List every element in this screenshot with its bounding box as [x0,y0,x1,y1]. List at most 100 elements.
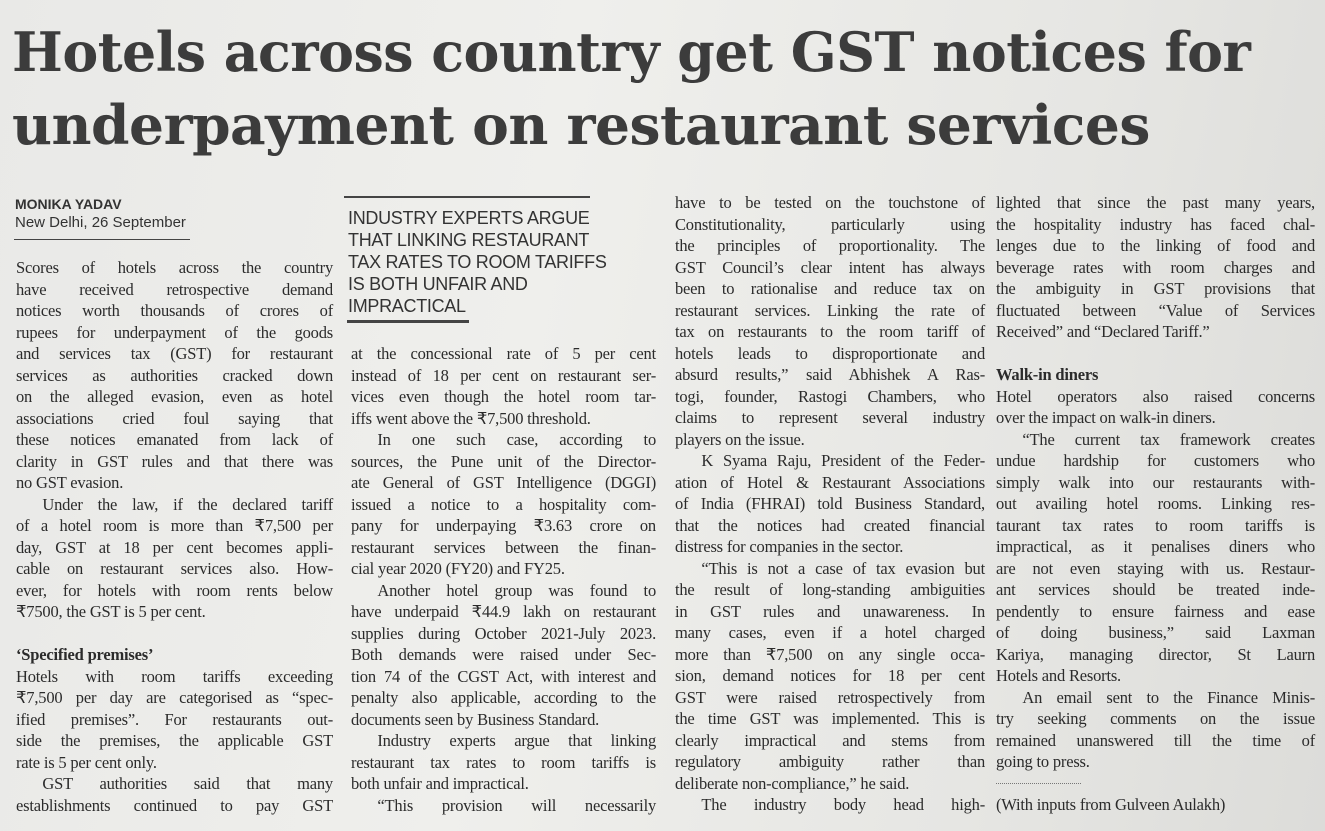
byline: MONIKA YADAV [15,196,122,212]
text-line: tax on restaurants to the room tariff of [675,322,985,341]
text-line: the principles of proportionality. The [675,236,985,255]
text-line: K Syama Raju, President of the Feder- [701,451,985,470]
section-heading: ‘Specified premises’ [16,645,154,664]
text-line: fluctuated between “Value of Services [996,300,1315,320]
text-line: have to be tested on the touchstone of [675,193,985,212]
text-line: rupees for underpayment of the goods [16,322,333,342]
text-line: out availing hotel rooms. Linking res- [996,494,1315,513]
text-line: GST Council’s clear intent has always [675,257,985,277]
text-line: day, GST at 18 per cent becomes appli- [16,537,333,557]
section-heading: Walk-in diners [996,365,1099,384]
text-line: pany for underpaying ₹3.63 crore on [351,516,656,535]
text-line: sion, demand notices for 18 per cent [675,666,985,685]
text-line: the ambiguity in GST provisions that [996,279,1315,298]
text-line: at the concessional rate of 5 per cent [351,344,656,363]
text-line: Another hotel group was found to [377,580,656,600]
text-line: no GST evasion. [16,473,124,492]
text-line: simply walk into our restaurants with- [996,472,1315,492]
text-line: more than ₹7,500 on any single occa- [675,644,985,664]
dotted-rule [996,773,1315,795]
text-line: penalty also applicable, according to th… [351,688,656,707]
text-line: both unfair and impractical. [351,774,529,793]
text-line: Industry experts argue that linking [377,731,656,750]
text-line: Kariya, managing director, St Laurn [996,644,1315,664]
text-line: clarity in GST rules and that there was [16,451,333,471]
text-line: remained unanswered till the time of [996,730,1315,750]
spacer [996,343,1315,365]
text-line: restaurant services. Linking the rate of [675,300,985,320]
text-line: cable on restaurant services also. How- [16,559,333,578]
text-line: ₹7500, the GST is 5 per cent. [16,602,206,621]
text-line: regulatory ambiguity rather than [675,752,985,771]
text-line: tion 74 of the CGST Act, with interest a… [351,666,656,686]
pull-quote-line: IS BOTH UNFAIR AND [348,274,528,294]
text-line: the time GST was implemented. This is [675,709,985,728]
text-line: GST were raised retrospectively from [675,687,985,707]
dateline: New Delhi, 26 September [15,214,186,231]
text-line: claims to represent several industry [675,408,985,427]
headline-line-2: underpayment on restaurant services [12,93,1150,157]
text-line: pendently to ensure fairness and ease [996,601,1315,621]
text-line: of doing business,” said Laxman [996,623,1315,642]
text-line: ever, for hotels with room rents below [16,580,333,600]
text-line: “The current tax framework creates [1022,429,1315,449]
column-1: Scores of hotels across the country have … [16,257,333,816]
pull-quote-line: TAX RATES TO ROOM TARIFFS [348,252,607,272]
text-line: “This provision will necessarily [377,795,656,815]
text-line: GST authorities said that many [42,774,333,793]
pull-quote-top-rule [344,196,590,198]
text-line: that the notices had created financial [675,515,985,535]
text-line: “This is not a case of tax evasion but [701,558,985,578]
text-line: lighted that since the past many years, [996,193,1315,212]
credit-line: (With inputs from Gulveen Aulakh) [996,795,1226,814]
text-line: togi, founder, Rastogi Chambers, who [675,386,985,406]
text-line: Hotels and Resorts. [996,666,1121,685]
text-line: have received retrospective demand [16,279,333,299]
pull-quote-line: INDUSTRY EXPERTS ARGUE [348,208,590,228]
text-line: the hospitality industry has faced chal- [996,214,1315,234]
text-line: Both demands were raised under Sec- [351,645,656,664]
text-line: side the premises, the applicable GST [16,731,333,750]
text-line: these notices emanated from lack of [16,430,333,449]
column-2: at the concessional rate of 5 per cent in… [351,343,656,816]
text-line: Under the law, if the declared tariff [42,494,333,514]
text-line: vices even though the hotel room tar- [351,387,656,406]
text-line: ate General of GST Intelligence (DGGI) [351,473,656,492]
text-line: documents seen by Business Standard. [351,709,600,729]
text-line: rate is 5 per cent only. [16,752,157,772]
text-line: the result of long-standing ambiguities [675,580,985,599]
text-line: cial year 2020 (FY20) and FY25. [351,559,565,578]
text-line: instead of 18 per cent on restaurant ser… [351,365,656,385]
text-line: of a hotel room is more than ₹7,500 per [16,516,333,535]
text-line: ation of Hotel & Restaurant Associations [675,472,985,492]
text-line: The industry body head high- [701,795,985,814]
column-4: lighted that since the past many years, t… [996,192,1315,816]
text-line: players on the issue. [675,429,805,449]
text-line: ant services should be treated inde- [996,580,1315,599]
text-line: iffs went above the ₹7,500 threshold. [351,408,591,428]
text-line: notices worth thousands of crores of [16,301,333,320]
text-line: going to press. [996,752,1090,771]
text-line: distress for companies in the sector. [675,537,904,556]
pull-quote-line: IMPRACTICAL [348,296,466,316]
text-line: restaurant services between the finan- [351,537,656,557]
spacer [16,623,333,645]
text-line: clearly impractical and stems from [675,730,985,750]
text-line: and services tax (GST) for restaurant [16,344,333,363]
text-line: Constitutionality, particularly using [675,214,985,234]
text-line: In one such case, according to [377,430,656,449]
text-line: been to rationalise and reduce tax on [675,279,985,298]
text-line: lenges due to the linking of food and [996,236,1315,255]
text-line: deliberate non-compliance,” he said. [675,773,910,793]
text-line: An email sent to the Finance Minis- [1022,687,1315,707]
pull-quote-line: THAT LINKING RESTAURANT [348,230,590,250]
text-line: absurd results,” said Abhishek A Ras- [675,365,985,384]
text-line: Scores of hotels across the country [16,258,333,277]
text-line: hotels leads to disproportionate and [675,343,985,363]
text-line: services as authorities cracked down [16,365,333,385]
headline-line-1: Hotels across country get GST notices fo… [12,20,1251,84]
text-line: ified premises”. For restaurants out- [16,709,333,729]
text-line: are not even staying with us. Restaur- [996,558,1315,578]
text-line: on the alleged evasion, even as hotel [16,387,333,406]
byline-rule [14,239,190,240]
